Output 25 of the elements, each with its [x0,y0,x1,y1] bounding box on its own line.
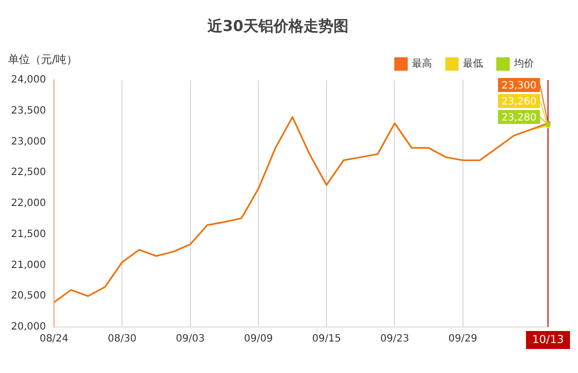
x-tick-label: 08/24 [40,334,68,345]
y-tick-label: 23,500 [10,105,46,116]
legend-label: 最低 [463,58,483,70]
x-tick-label: 09/23 [380,334,410,345]
annotation: 23,280 [502,112,536,124]
y-axis-title: 单位（元/吨） [8,52,78,66]
x-tick-label: 09/09 [244,334,273,345]
x-tick-label: 10/13 [532,332,564,346]
annotation: 23,260 [502,96,536,108]
x-tick-label: 09/03 [176,334,205,345]
y-tick-label: 20,000 [10,322,46,333]
y-tick-label: 22,500 [10,167,46,178]
y-tick-label: 24,000 [10,74,46,86]
x-tick-label: 09/29 [448,334,478,345]
legend-label: 最高 [412,58,432,70]
y-tick-label: 21,000 [10,260,46,271]
chart-title: 近30天铝价格走势图 [206,16,348,35]
x-tick-label: 08/30 [108,334,137,345]
x-tick-label: 09/15 [312,334,341,345]
y-tick-label: 21,500 [10,228,46,240]
y-tick-label: 20,500 [10,290,46,302]
legend-label: 均价 [513,58,534,70]
annotation: 23,300 [502,80,536,92]
y-tick-label: 23,000 [10,136,46,148]
y-tick-label: 22,000 [10,198,46,210]
